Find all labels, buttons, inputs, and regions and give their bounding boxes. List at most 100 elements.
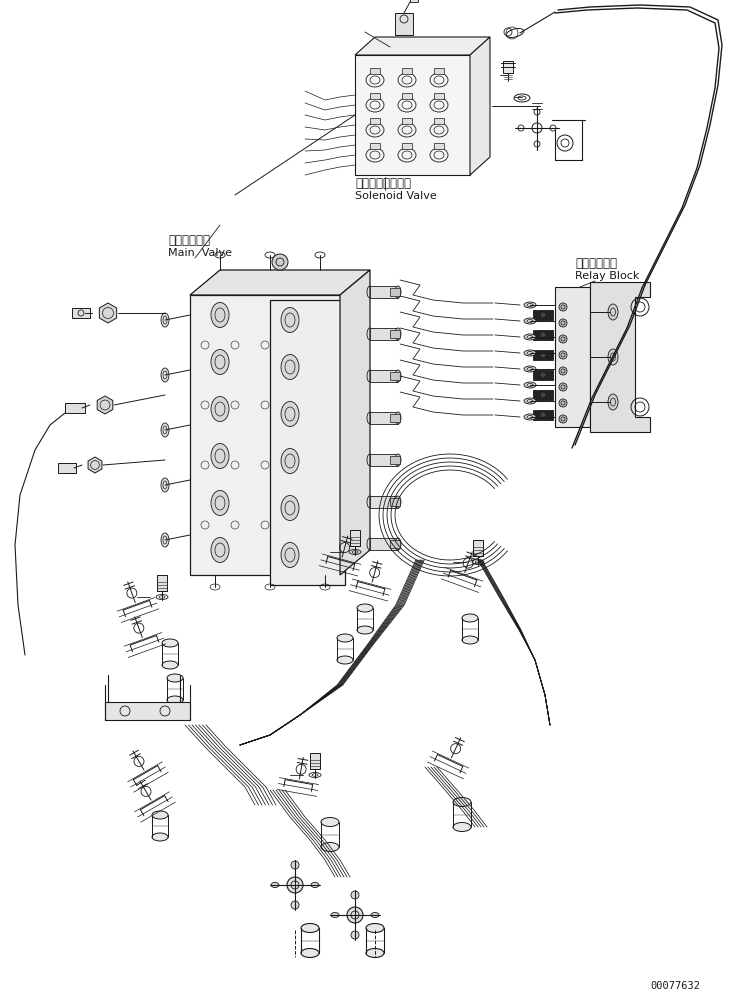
Ellipse shape xyxy=(281,308,299,333)
Bar xyxy=(390,540,400,548)
Ellipse shape xyxy=(524,414,536,420)
Ellipse shape xyxy=(211,443,229,468)
Ellipse shape xyxy=(281,402,299,426)
Bar xyxy=(370,118,380,124)
Ellipse shape xyxy=(395,538,401,550)
Bar xyxy=(410,0,418,2)
Text: メインバルブ: メインバルブ xyxy=(168,234,210,247)
Ellipse shape xyxy=(462,614,478,622)
Circle shape xyxy=(540,312,546,318)
Bar xyxy=(370,286,398,298)
Ellipse shape xyxy=(395,496,401,508)
Circle shape xyxy=(559,383,567,391)
Ellipse shape xyxy=(337,656,353,664)
Ellipse shape xyxy=(291,861,299,869)
Ellipse shape xyxy=(161,423,169,437)
Bar xyxy=(350,530,360,546)
Bar xyxy=(390,330,400,338)
Bar xyxy=(434,118,444,124)
Ellipse shape xyxy=(608,304,618,320)
Bar xyxy=(370,496,398,508)
Bar xyxy=(58,463,76,473)
Ellipse shape xyxy=(321,842,339,851)
Bar xyxy=(434,93,444,99)
Ellipse shape xyxy=(301,924,319,933)
Circle shape xyxy=(559,303,567,311)
Polygon shape xyxy=(470,37,490,175)
Ellipse shape xyxy=(357,626,373,634)
Text: Relay Block: Relay Block xyxy=(575,271,639,281)
Circle shape xyxy=(540,412,546,418)
Bar xyxy=(390,498,400,506)
Bar xyxy=(390,372,400,380)
Polygon shape xyxy=(590,282,650,432)
Text: Main  Valve: Main Valve xyxy=(168,248,232,258)
Bar xyxy=(310,753,320,769)
Ellipse shape xyxy=(211,303,229,328)
Polygon shape xyxy=(355,55,470,175)
Bar xyxy=(434,68,444,74)
Ellipse shape xyxy=(281,355,299,380)
Polygon shape xyxy=(97,396,113,414)
Circle shape xyxy=(287,877,303,893)
Ellipse shape xyxy=(162,639,178,647)
Circle shape xyxy=(559,335,567,343)
Ellipse shape xyxy=(462,636,478,644)
Bar xyxy=(370,538,398,550)
Ellipse shape xyxy=(152,811,168,819)
Bar xyxy=(533,390,553,400)
Ellipse shape xyxy=(524,350,536,356)
Bar xyxy=(72,308,90,318)
Bar xyxy=(157,575,167,591)
Bar xyxy=(473,540,483,556)
Ellipse shape xyxy=(281,495,299,521)
Circle shape xyxy=(559,319,567,327)
Ellipse shape xyxy=(271,882,279,887)
Polygon shape xyxy=(340,270,370,575)
Ellipse shape xyxy=(211,350,229,375)
Bar xyxy=(402,68,412,74)
Bar xyxy=(533,310,553,320)
Ellipse shape xyxy=(161,478,169,492)
Ellipse shape xyxy=(524,318,536,324)
Ellipse shape xyxy=(524,302,536,308)
Ellipse shape xyxy=(321,817,339,826)
Bar xyxy=(434,143,444,149)
Circle shape xyxy=(559,415,567,423)
Bar xyxy=(370,370,398,382)
Ellipse shape xyxy=(395,412,401,424)
Ellipse shape xyxy=(524,366,536,372)
Circle shape xyxy=(559,399,567,407)
Circle shape xyxy=(540,352,546,358)
Ellipse shape xyxy=(351,891,359,899)
Bar xyxy=(555,287,590,427)
Polygon shape xyxy=(88,457,102,473)
Ellipse shape xyxy=(211,490,229,516)
Polygon shape xyxy=(190,270,370,295)
Bar xyxy=(395,13,413,35)
Bar xyxy=(105,702,190,720)
Bar xyxy=(370,143,380,149)
Bar xyxy=(533,350,553,360)
Ellipse shape xyxy=(311,882,319,887)
Ellipse shape xyxy=(351,931,359,939)
Text: Solenoid Valve: Solenoid Valve xyxy=(355,191,437,201)
Ellipse shape xyxy=(524,382,536,388)
Ellipse shape xyxy=(281,543,299,568)
Ellipse shape xyxy=(167,696,183,703)
Ellipse shape xyxy=(395,454,401,466)
Circle shape xyxy=(540,372,546,378)
Ellipse shape xyxy=(161,533,169,547)
Ellipse shape xyxy=(161,313,169,327)
Ellipse shape xyxy=(211,397,229,421)
Ellipse shape xyxy=(395,370,401,382)
Text: ソレノイドバルブ: ソレノイドバルブ xyxy=(355,177,411,190)
Circle shape xyxy=(559,367,567,375)
Ellipse shape xyxy=(291,901,299,909)
Bar xyxy=(270,300,345,585)
Polygon shape xyxy=(355,37,490,55)
Ellipse shape xyxy=(524,398,536,404)
Text: 00077632: 00077632 xyxy=(650,981,700,991)
Ellipse shape xyxy=(162,661,178,669)
Bar xyxy=(390,414,400,422)
